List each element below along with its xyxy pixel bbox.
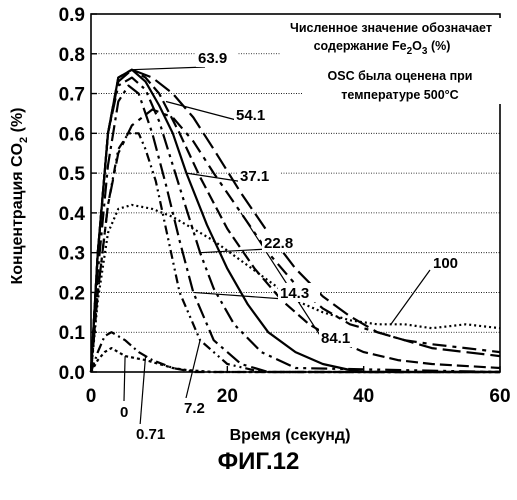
y-tick-label: 0.0 — [59, 363, 85, 384]
series-line-54-1 — [91, 70, 500, 372]
series-label-7-2: 7.2 — [184, 400, 205, 417]
y-tick-label: 0.8 — [59, 45, 85, 66]
series-label-54-1: 54.1 — [236, 107, 265, 124]
leader-54-1 — [166, 102, 240, 121]
series-label-22-8: 22.8 — [264, 235, 293, 252]
annotation-note: Численное значение обозначает содержание… — [280, 18, 510, 104]
figure-caption: ФИГ.12 — [0, 448, 517, 476]
x-tick-label: 0 — [86, 386, 97, 407]
series-label-63-9: 63.9 — [198, 50, 227, 67]
series-line-37-1 — [91, 70, 500, 372]
x-tick-label: 20 — [217, 386, 238, 407]
series-label-0-71: 0.71 — [136, 426, 165, 443]
annotation-line-1: Численное значение обозначает — [290, 21, 492, 35]
series-label-100: 100 — [433, 255, 458, 272]
series-label-37-1: 37.1 — [240, 168, 269, 185]
y-tick-label: 0.5 — [59, 164, 86, 185]
x-tick-labels: 0 20 40 60 — [86, 386, 511, 407]
series-line-14-3 — [91, 86, 500, 372]
x-tick-label: 60 — [489, 386, 510, 407]
y-axis-label-main: Концентрация CO — [9, 143, 26, 285]
y-tick-label: 0.3 — [59, 244, 85, 265]
leader-0-71 — [140, 356, 146, 426]
y-tick-label: 0.1 — [59, 323, 86, 344]
y-tick-label: 0.4 — [59, 204, 86, 225]
series-line-22-8 — [91, 78, 500, 372]
leader-63-9 — [132, 67, 205, 70]
y-tick-label: 0.7 — [59, 85, 85, 106]
leader-100 — [391, 270, 430, 324]
x-tick-label: 40 — [353, 386, 374, 407]
annotation-line-4: температуре 500°C — [341, 88, 458, 102]
series-label-14-3: 14.3 — [280, 285, 309, 302]
series-lines — [91, 70, 500, 372]
x-axis-label: Время (секунд) — [230, 427, 351, 444]
leader-22-8 — [200, 249, 268, 253]
annotation-line-3: OSC была оценена при — [328, 69, 473, 83]
y-tick-label: 0.2 — [59, 283, 85, 304]
leader-84-1 — [241, 213, 325, 343]
series-label-84-1: 84.1 — [321, 330, 350, 347]
y-axis-label: Концентрация CO2 (%) — [9, 107, 30, 284]
leader-0 — [124, 356, 125, 401]
leader-7-2 — [186, 340, 200, 398]
y-axis-label-unit: (%) — [9, 107, 26, 136]
y-tick-labels: 0.0 0.1 0.2 0.3 0.4 0.5 0.6 0.7 0.8 0.9 — [59, 5, 86, 384]
series-line-63-9 — [91, 70, 500, 372]
series-label-0: 0 — [120, 404, 128, 421]
y-tick-label: 0.9 — [59, 5, 85, 26]
y-tick-label: 0.6 — [59, 124, 85, 145]
leader-14-3 — [193, 292, 284, 299]
